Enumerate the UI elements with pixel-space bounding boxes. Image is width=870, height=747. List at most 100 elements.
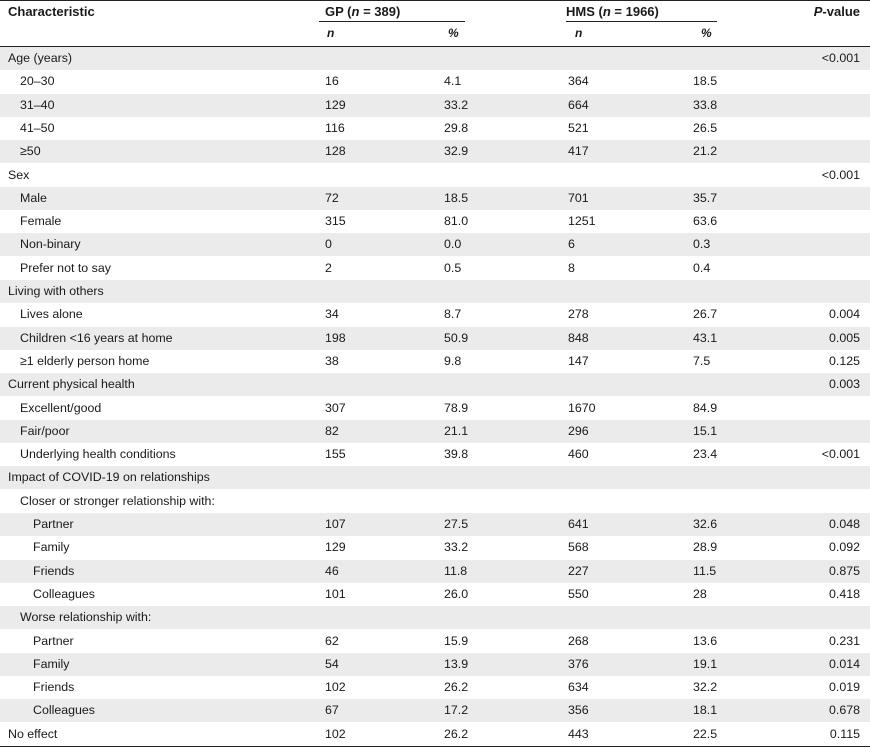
cell-gp-n: 82 bbox=[325, 423, 339, 438]
header-p-letter: P bbox=[813, 4, 823, 19]
cell-hms-pct: 32.6 bbox=[693, 517, 718, 531]
cell-characteristic: Current physical health bbox=[8, 377, 135, 392]
cell-gp-n: 129 bbox=[325, 97, 346, 112]
cell-hms-n: 1251 bbox=[568, 214, 596, 229]
cell-characteristic: Excellent/good bbox=[20, 400, 102, 415]
header-hms-prefix: HMS ( bbox=[566, 4, 603, 19]
cell-characteristic: Closer or stronger relationship with: bbox=[20, 493, 215, 508]
cell-hms-n: 701 bbox=[568, 190, 589, 205]
table-row: Family 54 13.9 376 19.1 0.014 bbox=[0, 652, 870, 676]
header-gp-pct-col: % bbox=[448, 26, 459, 40]
header-hms-pct-col: % bbox=[701, 26, 712, 40]
cell-hms-n: 1670 bbox=[568, 400, 596, 415]
cell-hms-n: 634 bbox=[568, 680, 589, 695]
cell-gp-n: 62 bbox=[325, 633, 339, 648]
cell-hms-pct: 19.1 bbox=[693, 656, 718, 671]
table-row: Colleagues 101 26.0 550 28 0.418 bbox=[0, 583, 870, 606]
table-row: 20–30 16 4.1 364 18.5 bbox=[0, 70, 870, 93]
cell-gp-n: 54 bbox=[325, 656, 339, 671]
table-top-rule bbox=[0, 0, 870, 1]
cell-hms-pct: 18.5 bbox=[693, 74, 718, 89]
cell-gp-pct: 21.1 bbox=[444, 423, 469, 438]
cell-gp-pct: 4.1 bbox=[444, 74, 462, 89]
cell-gp-n: 155 bbox=[325, 447, 346, 462]
header-gp: GP (n = 389) bbox=[325, 4, 400, 19]
cell-p-value: 0.014 bbox=[828, 656, 860, 671]
cell-hms-n: 848 bbox=[568, 330, 589, 345]
cell-hms-n: 417 bbox=[568, 144, 589, 159]
cell-hms-pct: 18.1 bbox=[693, 703, 718, 718]
table-row: Fair/poor 82 21.1 296 15.1 bbox=[0, 419, 870, 443]
table-row: Worse relationship with: bbox=[0, 606, 870, 630]
cell-hms-pct: 21.2 bbox=[693, 144, 718, 159]
cell-gp-n: 16 bbox=[325, 74, 339, 89]
cell-hms-n: 460 bbox=[568, 447, 589, 462]
cell-characteristic: Partner bbox=[33, 633, 74, 648]
cell-hms-pct: 22.5 bbox=[693, 726, 718, 741]
cell-gp-pct: 29.8 bbox=[444, 120, 469, 135]
table-row: Family 129 33.2 568 28.9 0.092 bbox=[0, 536, 870, 559]
cell-hms-pct: 84.9 bbox=[693, 400, 718, 415]
table-row: Age (years) <0.001 bbox=[0, 47, 870, 70]
cell-gp-n: 307 bbox=[325, 400, 346, 415]
cell-hms-pct: 0.4 bbox=[693, 260, 711, 275]
cell-characteristic: Living with others bbox=[8, 284, 104, 298]
cell-hms-n: 8 bbox=[568, 260, 575, 275]
table-row: No effect 102 26.2 443 22.5 0.115 bbox=[0, 723, 870, 746]
table-row: Impact of COVID-19 on relationships bbox=[0, 466, 870, 490]
cell-hms-n: 6 bbox=[568, 237, 575, 252]
cell-gp-n: 102 bbox=[325, 726, 346, 741]
cell-characteristic: Sex bbox=[8, 167, 30, 182]
cell-p-value: 0.019 bbox=[828, 680, 860, 695]
cell-characteristic: Worse relationship with: bbox=[20, 610, 152, 625]
cell-hms-n: 227 bbox=[568, 563, 589, 578]
cell-characteristic: Friends bbox=[33, 680, 75, 695]
table-row: Non-binary 0 0.0 6 0.3 bbox=[0, 233, 870, 257]
cell-characteristic: Fair/poor bbox=[20, 423, 70, 438]
cell-characteristic: Family bbox=[33, 540, 70, 555]
cell-characteristic: ≥50 bbox=[20, 144, 41, 159]
cell-gp-pct: 8.7 bbox=[444, 307, 462, 322]
cell-characteristic: 20–30 bbox=[20, 74, 55, 89]
cell-hms-pct: 43.1 bbox=[693, 330, 718, 345]
cell-gp-n: 198 bbox=[325, 330, 346, 345]
cell-hms-pct: 33.8 bbox=[693, 97, 718, 112]
cell-gp-pct: 33.2 bbox=[444, 97, 469, 112]
cell-hms-pct: 23.4 bbox=[693, 447, 718, 462]
cell-characteristic: ≥1 elderly person home bbox=[20, 353, 150, 368]
cell-hms-pct: 26.5 bbox=[693, 120, 718, 135]
cell-p-value: 0.115 bbox=[829, 726, 860, 741]
table-row: Colleagues 67 17.2 356 18.1 0.678 bbox=[0, 699, 870, 723]
cell-p-value: 0.003 bbox=[828, 377, 860, 392]
cell-hms-pct: 63.6 bbox=[693, 214, 718, 229]
cell-p-value: 0.875 bbox=[828, 563, 860, 578]
cell-gp-n: 107 bbox=[325, 517, 346, 531]
cell-p-value: 0.092 bbox=[828, 540, 860, 555]
cell-gp-n: 0 bbox=[325, 237, 332, 252]
cell-gp-pct: 78.9 bbox=[444, 400, 469, 415]
table-row: ≥50 128 32.9 417 21.2 bbox=[0, 140, 870, 164]
cell-characteristic: Children <16 years at home bbox=[20, 330, 173, 345]
cell-hms-pct: 35.7 bbox=[693, 190, 718, 205]
cell-gp-pct: 32.9 bbox=[444, 144, 469, 159]
cell-hms-n: 641 bbox=[568, 517, 589, 531]
cell-characteristic: Partner bbox=[33, 517, 74, 531]
table-row: Partner 107 27.5 641 32.6 0.048 bbox=[0, 513, 870, 536]
header-bottom-rule bbox=[0, 46, 870, 47]
cell-characteristic: Female bbox=[20, 214, 62, 229]
cell-p-value: <0.001 bbox=[821, 447, 860, 462]
cell-gp-n: 38 bbox=[325, 353, 339, 368]
cell-hms-pct: 32.2 bbox=[693, 680, 718, 695]
cell-hms-n: 147 bbox=[568, 353, 589, 368]
cell-p-value: 0.418 bbox=[828, 586, 860, 601]
cell-gp-n: 128 bbox=[325, 144, 346, 159]
cell-characteristic: Prefer not to say bbox=[20, 260, 111, 275]
cell-hms-n: 364 bbox=[568, 74, 589, 89]
cell-gp-n: 315 bbox=[325, 214, 346, 229]
cell-characteristic: 31–40 bbox=[20, 97, 55, 112]
cell-gp-n: 67 bbox=[325, 703, 339, 718]
cell-gp-pct: 50.9 bbox=[444, 330, 469, 345]
cell-p-value: 0.231 bbox=[828, 633, 860, 648]
cell-hms-n: 550 bbox=[568, 586, 589, 601]
cell-gp-pct: 0.5 bbox=[444, 260, 462, 275]
